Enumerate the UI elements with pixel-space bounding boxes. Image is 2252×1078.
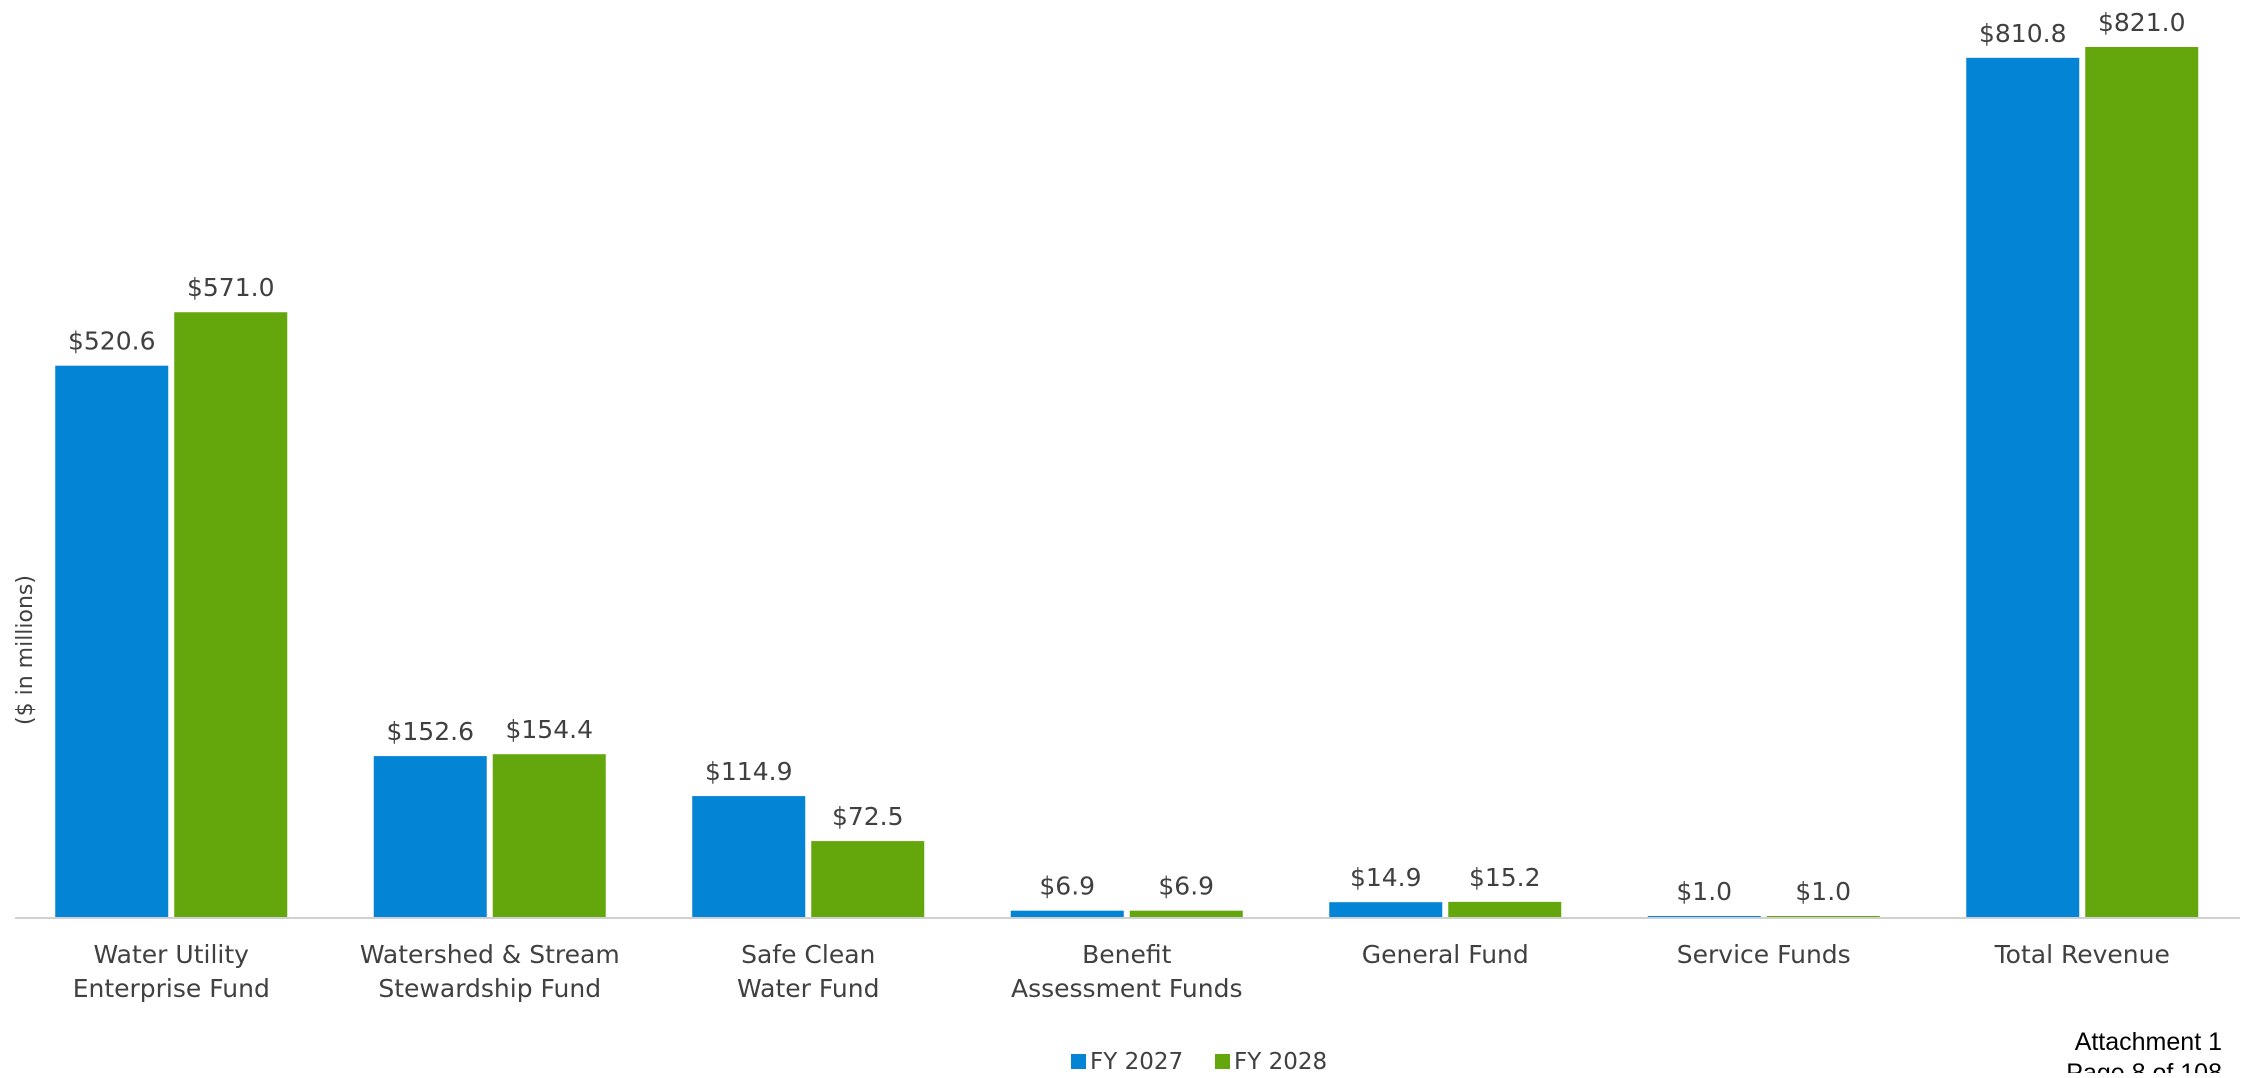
y-axis-label: ($ in millions) — [13, 575, 38, 725]
category-labels-layer: Water Utility Enterprise Fund Watershed & … — [73, 940, 2170, 1003]
category-label-5-line-0: Service Funds — [1677, 940, 1851, 969]
page-number: Page 8 of 108 — [2066, 1059, 2222, 1073]
category-label-2-line-1: Water Fund — [737, 974, 879, 1003]
bar-fy2027-3 — [1010, 910, 1124, 918]
legend-label-fy2027: FY 2027 — [1090, 1049, 1183, 1073]
data-label-fy2028-2: $72.5 — [832, 802, 904, 831]
bar-fy2027-1 — [373, 756, 487, 918]
bar-fy2028-4 — [1448, 901, 1562, 918]
data-label-fy2027-4: $14.9 — [1350, 863, 1422, 892]
data-label-fy2028-3: $6.9 — [1158, 872, 1214, 901]
category-label-0-line-0: Water Utility — [94, 940, 250, 969]
data-label-fy2028-4: $15.2 — [1469, 863, 1541, 892]
category-label-1-line-1: Stewardship Fund — [378, 974, 601, 1003]
category-label-0-line-1: Enterprise Fund — [73, 974, 270, 1003]
category-label-4-line-0: General Fund — [1362, 940, 1529, 969]
legend-swatch-fy2027 — [1071, 1054, 1086, 1069]
value-labels-layer: $520.6 $571.0 $152.6 $154.4 $114.9 $72.5 $6.9 $… — [68, 8, 2185, 906]
data-label-fy2027-1: $152.6 — [387, 717, 474, 746]
data-label-fy2027-6: $810.8 — [1979, 19, 2066, 48]
bar-fy2027-6 — [1966, 57, 2080, 919]
category-label-3-line-1: Assessment Funds — [1011, 974, 1243, 1003]
data-label-fy2028-6: $821.0 — [2098, 8, 2185, 37]
data-label-fy2027-2: $114.9 — [705, 757, 792, 786]
data-label-fy2027-0: $520.6 — [68, 327, 155, 356]
legend: FY 2027 FY 2028 — [1071, 1049, 1327, 1075]
data-label-fy2027-3: $6.9 — [1039, 872, 1095, 901]
legend-label-fy2028: FY 2028 — [1234, 1049, 1327, 1073]
legend-swatch-fy2028 — [1215, 1054, 1230, 1069]
bar-fy2027-2 — [692, 796, 806, 918]
bar-fy2027-4 — [1329, 902, 1443, 918]
bars-layer — [55, 47, 2199, 919]
category-label-3-line-0: Benefit — [1082, 940, 1172, 969]
bar-fy2028-6 — [2085, 47, 2199, 918]
bar-fy2028-0 — [174, 312, 288, 918]
data-label-fy2028-5: $1.0 — [1795, 877, 1851, 906]
bar-fy2027-0 — [55, 365, 169, 918]
bar-fy2028-1 — [492, 754, 606, 918]
attachment-label: Attachment 1 — [2075, 1028, 2222, 1056]
data-label-fy2027-5: $1.0 — [1676, 877, 1732, 906]
data-label-fy2028-1: $154.4 — [506, 715, 593, 744]
category-label-1-line-0: Watershed & Stream — [360, 940, 620, 969]
category-label-2-line-0: Safe Clean — [741, 940, 875, 969]
bar-fy2028-2 — [811, 841, 925, 918]
data-label-fy2028-0: $571.0 — [187, 273, 274, 302]
bar-fy2028-3 — [1129, 910, 1243, 918]
category-label-6-line-0: Total Revenue — [1994, 940, 2170, 969]
